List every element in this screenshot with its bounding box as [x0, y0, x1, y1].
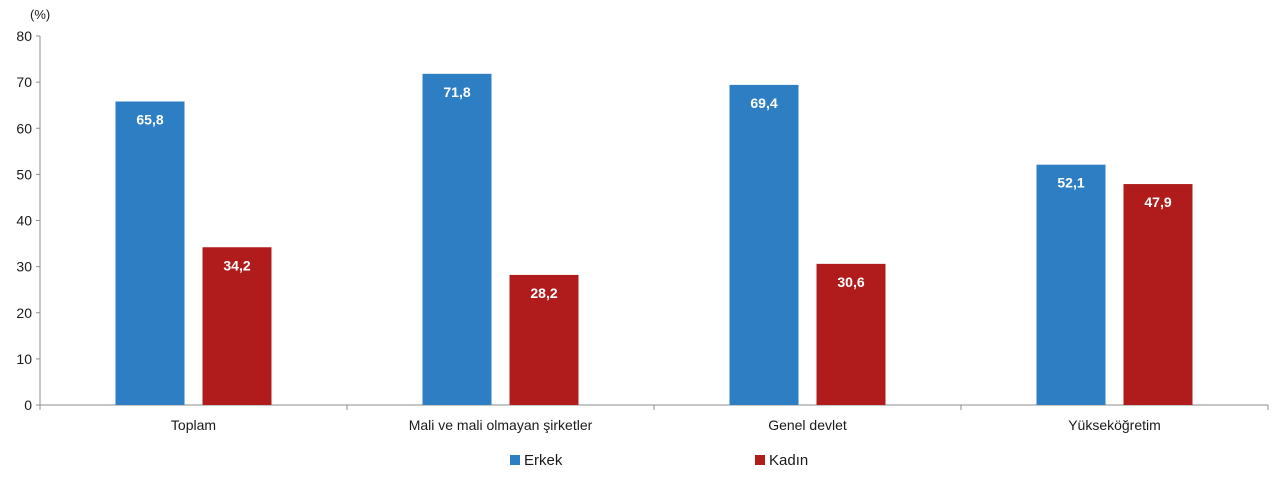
y-tick-label: 70 — [16, 74, 32, 90]
data-label: 47,9 — [1144, 194, 1171, 210]
y-axis-unit-label: (%) — [30, 7, 50, 22]
x-category-label: Mali ve mali olmayan şirketler — [409, 417, 593, 433]
x-category-label: Toplam — [171, 417, 216, 433]
y-tick-label: 80 — [16, 28, 32, 44]
data-labels-group: 65,8 34,2 71,8 28,2 69,4 30,6 52,1 47,9 — [136, 84, 1171, 301]
y-tick-label: 40 — [16, 213, 32, 229]
data-label: 71,8 — [443, 84, 470, 100]
bar-erkek-3 — [1036, 164, 1106, 405]
x-axis: Toplam Mali ve mali olmayan şirketler Gene… — [39, 404, 1269, 433]
x-category-label: Genel devlet — [768, 417, 847, 433]
legend-label-erkek: Erkek — [524, 452, 563, 469]
data-label: 30,6 — [837, 274, 864, 290]
legend: Erkek Kadın — [510, 452, 808, 469]
bars-group — [115, 73, 1193, 405]
data-label: 34,2 — [223, 257, 250, 273]
y-tick-label: 50 — [16, 166, 32, 182]
data-label: 28,2 — [530, 285, 557, 301]
y-tick-label: 60 — [16, 120, 32, 136]
data-label: 65,8 — [136, 111, 163, 127]
y-tick-label: 0 — [24, 397, 32, 413]
y-tick-label: 30 — [16, 259, 32, 275]
y-tick-label: 20 — [16, 305, 32, 321]
y-tick-label: 10 — [16, 351, 32, 367]
bar-kadın-1 — [509, 274, 579, 405]
bar-erkek-1 — [422, 73, 492, 405]
data-label: 52,1 — [1057, 175, 1084, 191]
x-category-label: Yükseköğretim — [1068, 417, 1161, 433]
legend-swatch-erkek — [510, 455, 520, 465]
data-label: 69,4 — [750, 95, 777, 111]
bar-erkek-2 — [729, 84, 799, 405]
y-axis: 0 10 20 30 40 50 60 70 80 — [16, 28, 41, 413]
bar-kadın-0 — [202, 247, 272, 405]
bar-kadın-3 — [1123, 184, 1193, 405]
bar-erkek-0 — [115, 101, 185, 405]
bar-kadın-2 — [816, 263, 886, 405]
legend-swatch-kadın — [755, 455, 765, 465]
legend-label-kadın: Kadın — [769, 452, 808, 469]
